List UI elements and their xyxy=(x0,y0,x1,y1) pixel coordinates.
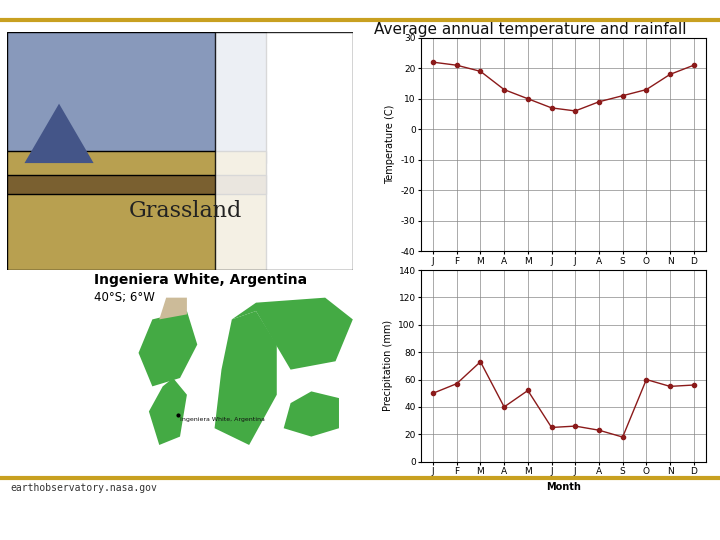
Text: earthobservatory.nasa.gov: earthobservatory.nasa.gov xyxy=(11,483,158,494)
Text: 40°S; 6°W: 40°S; 6°W xyxy=(94,291,155,303)
FancyBboxPatch shape xyxy=(215,32,353,270)
X-axis label: Month: Month xyxy=(546,482,581,492)
Text: Average annual temperature and rainfall: Average annual temperature and rainfall xyxy=(374,22,687,37)
FancyBboxPatch shape xyxy=(7,32,266,163)
Y-axis label: Precipitation (mm): Precipitation (mm) xyxy=(383,320,393,411)
Polygon shape xyxy=(149,378,187,445)
Text: Ingeniera White, Argentina: Ingeniera White, Argentina xyxy=(94,273,307,287)
FancyBboxPatch shape xyxy=(7,175,266,194)
Polygon shape xyxy=(284,392,339,436)
Text: Ingeniera White, Argentina: Ingeniera White, Argentina xyxy=(180,416,265,422)
Polygon shape xyxy=(138,311,197,387)
Polygon shape xyxy=(215,311,276,445)
FancyBboxPatch shape xyxy=(7,151,266,270)
Polygon shape xyxy=(232,298,353,369)
Text: Grassland: Grassland xyxy=(129,200,242,221)
Polygon shape xyxy=(159,298,187,320)
Y-axis label: Temperature (C): Temperature (C) xyxy=(385,105,395,184)
X-axis label: Month: Month xyxy=(546,271,581,281)
Polygon shape xyxy=(24,104,94,163)
